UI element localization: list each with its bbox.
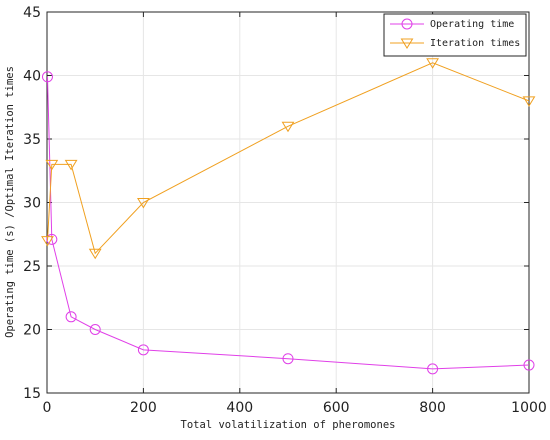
y-tick-label: 30 (23, 196, 41, 212)
y-axis-label: Operating time (s) /Optimal Iteration ti… (4, 66, 16, 338)
x-tick-label: 200 (130, 400, 157, 416)
x-tick-label: 0 (43, 400, 52, 416)
x-tick-label: 600 (323, 400, 350, 416)
data-point-operating-time (65, 311, 77, 323)
legend-entry-operating-time: Operating time (430, 19, 514, 30)
y-tick-label: 25 (23, 259, 41, 275)
data-point-iteration-times (64, 159, 78, 171)
legend-operating-time-marker (401, 18, 413, 30)
data-point-operating-time (523, 359, 535, 371)
y-tick-label: 45 (23, 5, 41, 21)
data-point-operating-time (89, 324, 101, 335)
legend: Operating time Iteration times (383, 13, 527, 57)
y-tick-label: 20 (23, 323, 41, 339)
data-point-iteration-times (41, 236, 54, 247)
legend-entry-iteration-times: Iteration times (430, 38, 520, 49)
data-point-iteration-times (426, 58, 439, 69)
data-point-iteration-times (522, 96, 536, 107)
data-point-iteration-times (45, 159, 59, 171)
data-point-operating-time (41, 71, 53, 83)
data-point-operating-time (282, 353, 294, 365)
data-point-iteration-times (281, 121, 295, 133)
series-line-iteration-times (46, 62, 530, 255)
data-point-operating-time (137, 344, 149, 356)
data-point-operating-time (46, 233, 58, 245)
data-point-iteration-times (88, 248, 102, 260)
y-tick-label: 40 (23, 69, 41, 85)
data-point-iteration-times (137, 198, 150, 209)
grid (47, 12, 529, 393)
series-line-operating-time (46, 76, 530, 370)
data-point-operating-time (427, 363, 439, 375)
axis-ticks: 0 200 400 600 800 1000 15 20 25 30 35 40 45 (23, 5, 547, 416)
x-tick-label: 800 (419, 400, 446, 416)
x-axis-label: Total volatilization of pheromones (181, 419, 396, 431)
series-layer (41, 58, 536, 375)
legend-box (383, 13, 527, 57)
legend-iteration-times-marker (400, 38, 414, 49)
y-tick-label: 35 (23, 132, 41, 148)
x-tick-label: 1000 (511, 400, 547, 416)
y-tick-label: 15 (23, 386, 41, 402)
x-tick-label: 400 (226, 400, 253, 416)
